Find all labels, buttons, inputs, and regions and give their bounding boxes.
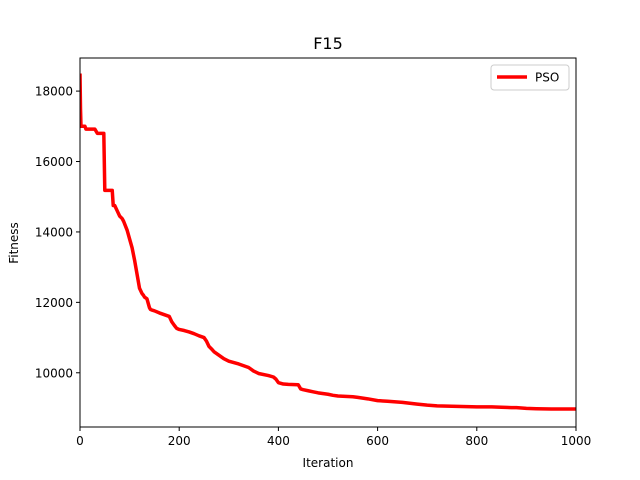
legend: PSO	[490, 64, 570, 91]
plot-layer	[80, 73, 576, 411]
y-tick-label: 18000	[35, 85, 73, 99]
x-tick-label: 1000	[561, 434, 592, 448]
x-tick-label: 200	[168, 434, 191, 448]
chart-title: F15	[313, 34, 343, 53]
axes-frame	[79, 57, 577, 428]
legend-box	[490, 64, 570, 91]
y-axis-ticks: 10000 12000 14000 16000 18000	[35, 85, 80, 380]
x-axis-ticks: 0 200 400 600 800 1000	[76, 427, 591, 448]
x-tick-label: 0	[76, 434, 84, 448]
x-tick-label: 600	[366, 434, 389, 448]
series-line-pso	[80, 73, 576, 411]
x-tick-label: 400	[267, 434, 290, 448]
y-tick-label: 10000	[35, 366, 73, 380]
y-tick-label: 16000	[35, 155, 73, 169]
y-tick-label: 14000	[35, 225, 73, 239]
legend-label-pso: PSO	[535, 71, 559, 85]
y-axis-label: Fitness	[7, 222, 21, 264]
y-tick-label: 12000	[35, 296, 73, 310]
x-tick-label: 800	[465, 434, 488, 448]
x-axis-label: Iteration	[303, 456, 354, 470]
